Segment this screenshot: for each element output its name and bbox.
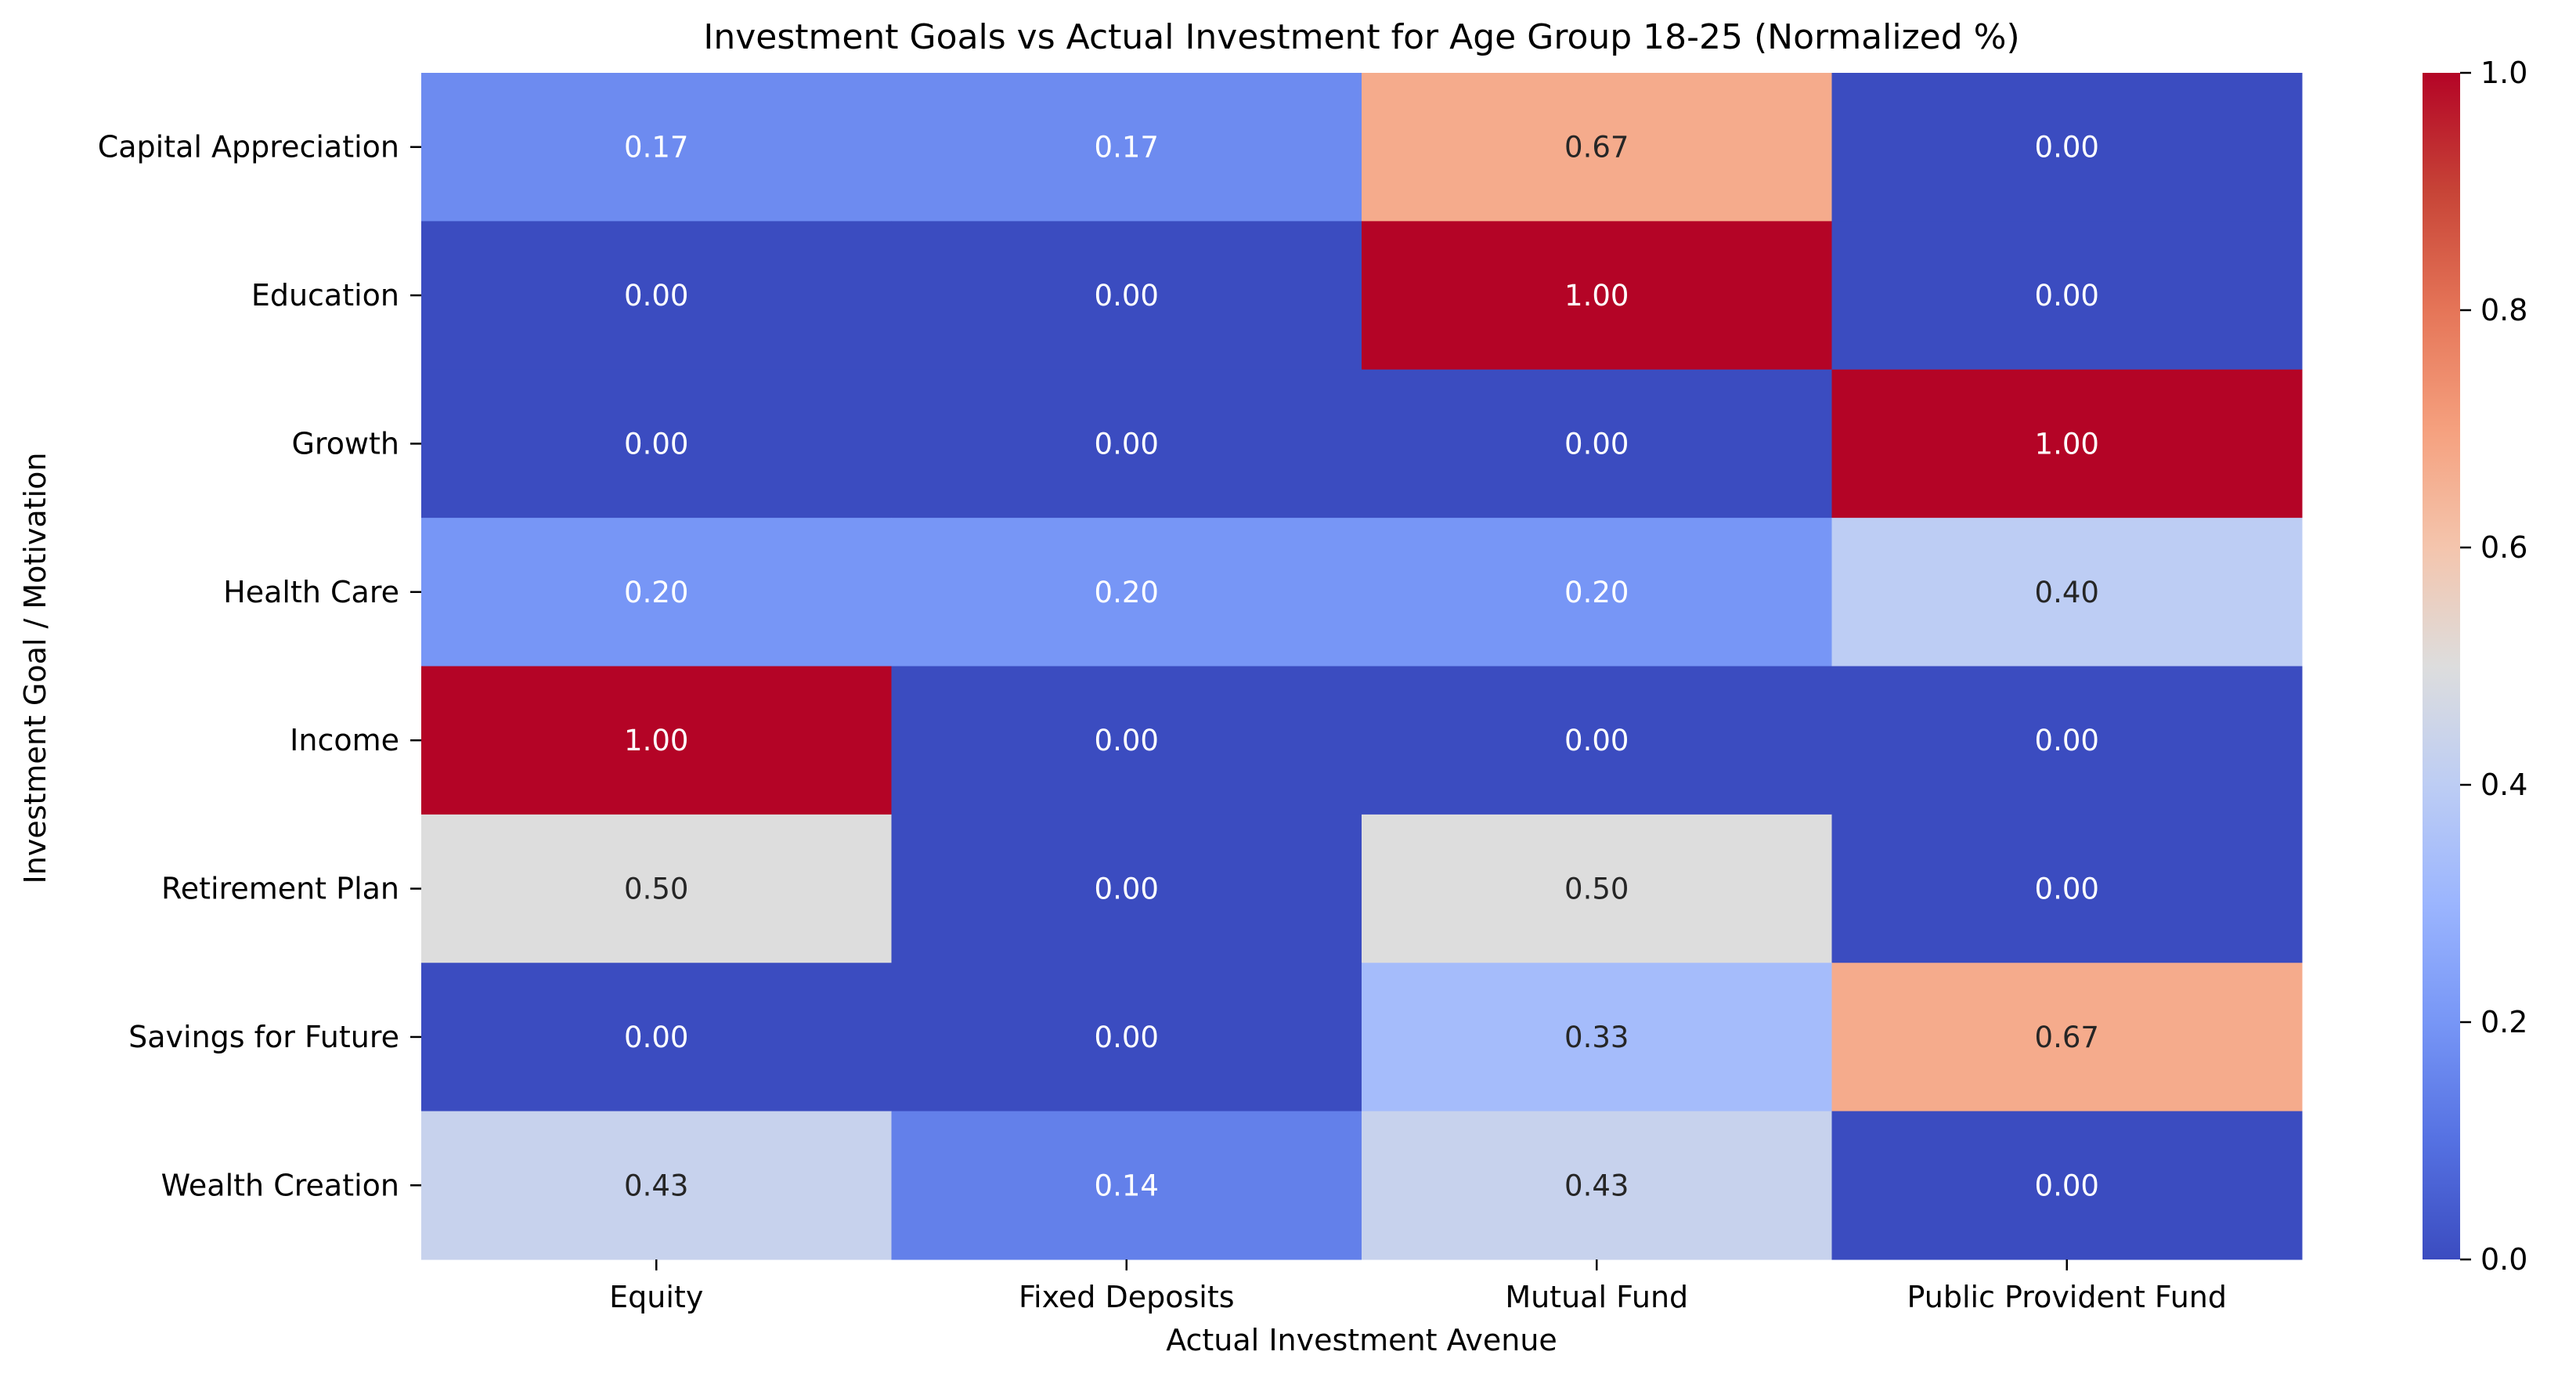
- heatmap-cell: [891, 666, 1362, 815]
- cell-value-label: 0.00: [2035, 131, 2099, 164]
- heatmap-cell: [1831, 518, 2303, 667]
- cell-value-label: 1.00: [1564, 279, 1629, 313]
- colorbar-gradient: [2423, 73, 2460, 1259]
- heatmap-cell: [421, 963, 892, 1112]
- cell-value-label: 0.00: [1095, 873, 1159, 906]
- colorbar-tick-label: 0.8: [2480, 293, 2527, 327]
- colorbar-tick-label: 1.0: [2480, 56, 2527, 90]
- cell-value-label: 0.33: [1564, 1021, 1629, 1054]
- x-tick-label: Public Provident Fund: [1907, 1280, 2228, 1314]
- cell-value-label: 0.00: [1095, 427, 1159, 461]
- heatmap-cell: [891, 1111, 1362, 1260]
- cell-value-label: 0.00: [2035, 279, 2099, 313]
- y-tick-label: Health Care: [223, 575, 399, 609]
- heatmap-cell: [891, 73, 1362, 222]
- heatmap-cell: [1362, 666, 1832, 815]
- heatmap-cell: [1831, 963, 2303, 1112]
- x-tick-label: Equity: [609, 1280, 703, 1314]
- colorbar-tick-label: 0.2: [2480, 1005, 2527, 1039]
- heatmap-cell: [421, 73, 892, 222]
- heatmap-cell: [1831, 1111, 2303, 1260]
- heatmap-cell: [891, 369, 1362, 519]
- cell-value-label: 0.00: [1095, 724, 1159, 757]
- heatmap-cell: [421, 369, 892, 519]
- cell-value-label: 1.00: [2035, 427, 2099, 461]
- cell-value-label: 0.43: [624, 1169, 688, 1202]
- y-axis: Capital Appreciation Education Growth Healt…: [98, 130, 421, 1202]
- cell-value-label: 0.50: [1564, 873, 1629, 906]
- heatmap-cell: [1362, 369, 1832, 519]
- cell-value-label: 0.00: [624, 279, 688, 313]
- chart-title: Investment Goals vs Actual Investment fo…: [703, 17, 2019, 57]
- cell-value-label: 0.00: [624, 427, 688, 461]
- cell-value-label: 0.50: [624, 873, 688, 906]
- heatmap-cell: [1831, 666, 2303, 815]
- heatmap-cell: [1831, 221, 2303, 370]
- cell-value-label: 0.43: [1564, 1169, 1629, 1202]
- heatmap-cell: [1831, 369, 2303, 519]
- cell-value-label: 0.00: [624, 1021, 688, 1054]
- heatmap-cell: [891, 221, 1362, 370]
- x-axis-label: Actual Investment Avenue: [1166, 1323, 1557, 1357]
- heatmap-cell: [1362, 963, 1832, 1112]
- y-tick-label: Savings for Future: [128, 1020, 399, 1054]
- y-tick-label: Capital Appreciation: [98, 130, 399, 164]
- cell-value-label: 0.67: [1564, 131, 1629, 164]
- heatmap-cell: [891, 518, 1362, 667]
- cell-value-label: 0.00: [1095, 279, 1159, 313]
- heatmap-cell: [1362, 73, 1832, 222]
- cell-value-label: 0.00: [1564, 427, 1629, 461]
- colorbar-tick-label: 0.4: [2480, 768, 2527, 802]
- heatmap-cell: [891, 963, 1362, 1112]
- cell-value-label: 0.00: [2035, 724, 2099, 757]
- y-tick-label: Growth: [291, 426, 399, 461]
- heatmap-cell: [1362, 518, 1832, 667]
- x-tick-label: Mutual Fund: [1505, 1280, 1688, 1314]
- heatmap-cells: [421, 73, 2303, 1260]
- y-tick-label: Education: [251, 278, 399, 313]
- heatmap-cell: [421, 1111, 892, 1260]
- y-axis-label: Investment Goal / Motivation: [18, 453, 52, 884]
- cell-value-label: 0.20: [1095, 576, 1159, 609]
- heatmap-cell-labels: 0.17 0.17 0.67 0.00 0.00 0.00 1.00 0.00 0.00 0.00…: [624, 131, 2099, 1203]
- colorbar-tick-label: 0.6: [2480, 530, 2527, 565]
- colorbar: 0.0 0.2 0.4 0.6 0.8 1.0: [2423, 56, 2527, 1277]
- heatmap-cell: [421, 518, 892, 667]
- heatmap-cell: [421, 666, 892, 815]
- cell-value-label: 0.17: [624, 131, 688, 164]
- cell-value-label: 0.14: [1095, 1169, 1159, 1202]
- heatmap-cell: [1362, 814, 1832, 963]
- cell-value-label: 0.67: [2035, 1021, 2099, 1054]
- heatmap-cell: [1362, 1111, 1832, 1260]
- cell-value-label: 0.00: [2035, 873, 2099, 906]
- cell-value-label: 0.20: [624, 576, 688, 609]
- y-tick-label: Retirement Plan: [161, 872, 399, 906]
- heatmap-cell: [421, 814, 892, 963]
- heatmap-cell: [891, 814, 1362, 963]
- cell-value-label: 0.00: [1095, 1021, 1159, 1054]
- cell-value-label: 0.00: [1564, 724, 1629, 757]
- y-tick-label: Wealth Creation: [161, 1168, 399, 1202]
- cell-value-label: 0.17: [1095, 131, 1159, 164]
- cell-value-label: 0.20: [1564, 576, 1629, 609]
- colorbar-tick-label: 0.0: [2480, 1242, 2527, 1277]
- cell-value-label: 0.00: [2035, 1169, 2099, 1202]
- x-axis: Equity Fixed Deposits Mutual Fund Public Pr…: [609, 1259, 2227, 1314]
- heatmap-cell: [1362, 221, 1832, 370]
- cell-value-label: 1.00: [624, 724, 688, 757]
- heatmap-cell: [421, 221, 892, 370]
- y-tick-label: Income: [290, 723, 399, 757]
- x-tick-label: Fixed Deposits: [1019, 1280, 1235, 1314]
- heatmap-cell: [1831, 73, 2303, 222]
- cell-value-label: 0.40: [2035, 576, 2099, 609]
- heatmap-cell: [1831, 814, 2303, 963]
